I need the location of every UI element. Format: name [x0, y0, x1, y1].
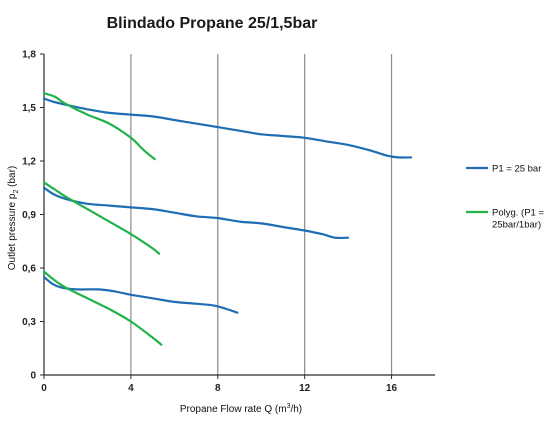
x-tick-label: 8	[215, 383, 221, 394]
y-tick-label: 1,2	[22, 157, 36, 168]
x-axis-label: Propane Flow rate Q (m3/h)	[180, 403, 302, 415]
y-ticks: 0 0,3 0,6 0,9 1,2 1,5 1,8	[22, 50, 44, 382]
x-tick-label: 12	[299, 383, 311, 394]
polyg-legend-label: 25bar/1bar)	[492, 220, 541, 231]
y-tick-label: 0,3	[22, 317, 36, 328]
axes	[43, 54, 435, 376]
p1-series-line-2	[42, 186, 350, 240]
chart-title: Blindado Propane 25/1,5bar	[107, 15, 318, 32]
x-ticks: 0 4 8 12 16	[41, 375, 398, 394]
y-tick-label: 1,8	[22, 50, 36, 61]
polyg-series-line-3	[42, 270, 163, 346]
polyg-series-line-2	[42, 181, 161, 255]
grid	[130, 54, 393, 375]
legend: P1 = 25 bar Polyg. (P1 =25bar/1bar)	[466, 164, 544, 231]
p1-series-line-1	[42, 97, 413, 159]
y-tick-label: 0,6	[22, 264, 36, 275]
p1-legend-label: P1 = 25 bar	[492, 164, 541, 175]
x-tick-label: 0	[41, 383, 47, 394]
y-axis-label: Outlet pressure p2 (bar)	[7, 166, 20, 271]
x-tick-label: 16	[386, 383, 398, 394]
y-tick-label: 1,5	[22, 103, 36, 114]
plot-area	[42, 92, 413, 346]
y-tick-label: 0,9	[22, 210, 36, 221]
y-tick-label: 0	[30, 371, 36, 382]
x-tick-label: 4	[128, 383, 134, 394]
polyg-series-line-1	[42, 92, 156, 161]
p1-series-line-3	[42, 275, 239, 314]
polyg-legend-label: Polyg. (P1 =	[492, 208, 544, 219]
